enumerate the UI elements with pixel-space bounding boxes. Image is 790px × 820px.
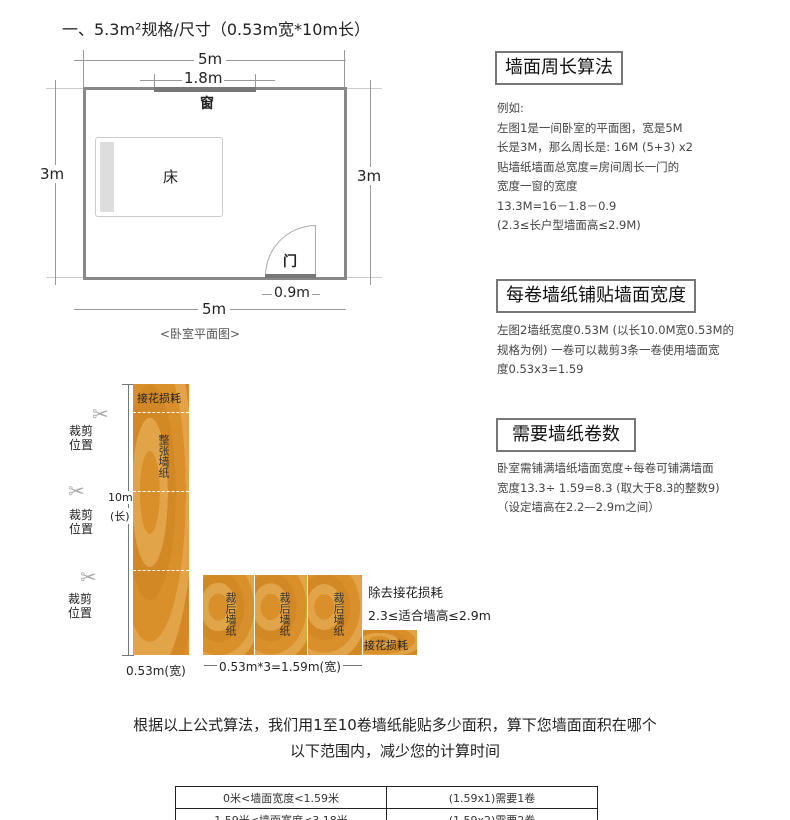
section-text-roll-count: 卧室需铺满墙纸墙面宽度÷每卷可铺满墙面 宽度13.3÷ 1.59=8.3 (取大… (497, 461, 720, 514)
cut-piece (203, 575, 254, 655)
length-label: 10m (108, 491, 133, 504)
summary-line-1: 根据以上公式算法，我们用1至10卷墙纸能贴多少面积，算下您墙面面积在哪个 (133, 716, 657, 734)
table-cell: (1.59x1)需要1卷 (386, 786, 598, 809)
waste-piece (363, 630, 417, 655)
length-note: (长) (110, 508, 130, 524)
section-heading-roll-width: 每卷墙纸铺贴墙面宽度 (496, 279, 696, 313)
table-row: 1.59米<墙面宽度<3.18米 (1.59x2)需要2卷 (175, 808, 598, 820)
section-text-perimeter: 例如: 左图1是一间卧室的平面图，宽是5M 长是3M，那么周长是: 16M (5… (497, 101, 693, 232)
cut-position-label: 裁剪位置 (69, 424, 94, 452)
left-height-label: 3m (40, 165, 65, 183)
window-label: 窗 (200, 96, 214, 112)
table-row: 0米<墙面宽度<1.59米 (1.59x1)需要1卷 (175, 786, 598, 809)
page-title: 一、5.3m²规格/尺寸（0.53m宽*10m长） (62, 20, 370, 39)
scissors-icon: ✂ (92, 402, 109, 426)
section-heading-roll-count: 需要墙纸卷数 (496, 418, 636, 452)
section-heading-perimeter: 墙面周长算法 (495, 51, 623, 85)
whole-wallpaper-label: 整张墙纸 (157, 434, 170, 478)
top-width-label: 5m (194, 50, 227, 68)
cut-piece-label: 裁后墙纸 (278, 592, 291, 636)
door-label: 门 (283, 254, 297, 270)
cut-piece (308, 575, 362, 655)
bottom-width-label: 5m (198, 300, 231, 318)
small-waste-label: 接花损耗 (364, 639, 408, 652)
window-width-label: 1.8m (182, 69, 225, 87)
roll-count-table: 0米<墙面宽度<1.59米 (1.59x1)需要1卷 1.59米<墙面宽度<3.… (175, 786, 598, 820)
total-width-label: 0.53m*3=1.59m(宽) (217, 658, 343, 675)
door-width-label: 0.9m (272, 285, 312, 301)
summary-line-2: 以下范围内，减少您的计算时间 (289, 742, 500, 760)
table-cell: 1.59米<墙面宽度<3.18米 (175, 808, 387, 820)
pillow (100, 142, 114, 212)
floor-plan-caption: <卧室平面图> (160, 327, 241, 341)
scissors-icon: ✂ (80, 565, 97, 589)
waste-note: 除去接花损耗 (368, 585, 444, 600)
waste-label: 接花损耗 (137, 392, 181, 405)
cut-position-label: 裁剪位置 (68, 592, 93, 620)
scissors-icon: ✂ (68, 479, 85, 503)
right-height-label: 3m (357, 167, 382, 185)
cut-position-label: 裁剪位置 (69, 508, 94, 536)
bed (95, 137, 223, 217)
bed-label: 床 (163, 168, 179, 186)
cut-piece-label: 裁后墙纸 (332, 592, 345, 636)
table-cell: 0米<墙面宽度<1.59米 (175, 786, 387, 809)
door (265, 274, 316, 278)
table-cell: (1.59x2)需要2卷 (386, 808, 598, 820)
height-note: 2.3≤适合墙高≤2.9m (368, 608, 491, 623)
wallpaper-roll-strip (133, 384, 189, 655)
section-text-roll-width: 左图2墙纸宽度0.53M (以长10.0M宽0.53M的 规格为例) 一卷可以裁… (497, 323, 735, 376)
strip-width-label: 0.53m(宽) (126, 664, 186, 678)
window (154, 87, 256, 92)
cut-piece-label: 裁后墙纸 (224, 592, 237, 636)
cut-piece (255, 575, 307, 655)
